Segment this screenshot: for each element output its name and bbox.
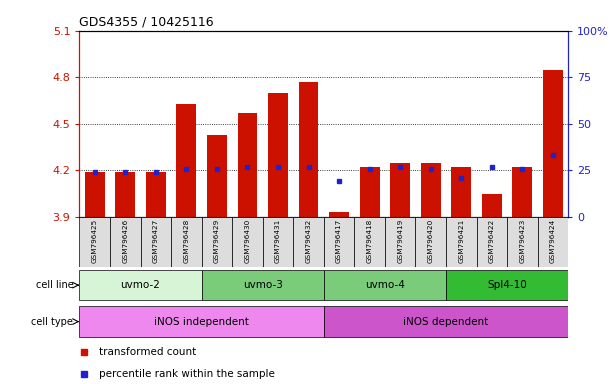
- Bar: [263, 217, 293, 267]
- Text: iNOS dependent: iNOS dependent: [403, 316, 489, 327]
- Text: GSM796422: GSM796422: [489, 219, 495, 263]
- Bar: [115, 172, 135, 217]
- Bar: [390, 163, 410, 217]
- Text: percentile rank within the sample: percentile rank within the sample: [99, 369, 275, 379]
- Text: cell line: cell line: [35, 280, 73, 290]
- Text: uvmo-2: uvmo-2: [120, 280, 161, 290]
- Bar: [446, 217, 477, 267]
- Bar: [299, 82, 318, 217]
- Bar: [482, 194, 502, 217]
- Text: GSM796417: GSM796417: [336, 219, 342, 263]
- Bar: [446, 270, 568, 300]
- Bar: [452, 167, 471, 217]
- Bar: [329, 212, 349, 217]
- Bar: [268, 93, 288, 217]
- Bar: [146, 172, 166, 217]
- Bar: [360, 167, 379, 217]
- Text: GSM796426: GSM796426: [122, 219, 128, 263]
- Bar: [202, 217, 232, 267]
- Text: GSM796425: GSM796425: [92, 219, 98, 263]
- Text: GSM796423: GSM796423: [519, 219, 525, 263]
- Bar: [385, 217, 415, 267]
- Bar: [507, 217, 538, 267]
- Text: GSM796427: GSM796427: [153, 219, 159, 263]
- Bar: [543, 70, 563, 217]
- Bar: [421, 163, 441, 217]
- Text: GSM796421: GSM796421: [458, 219, 464, 263]
- Bar: [79, 217, 110, 267]
- Bar: [415, 217, 446, 267]
- Text: iNOS independent: iNOS independent: [154, 316, 249, 327]
- Bar: [171, 217, 202, 267]
- Text: GSM796424: GSM796424: [550, 219, 556, 263]
- Bar: [79, 270, 202, 300]
- Bar: [202, 270, 324, 300]
- Bar: [238, 113, 257, 217]
- Bar: [207, 135, 227, 217]
- Text: GSM796420: GSM796420: [428, 219, 434, 263]
- Text: uvmo-4: uvmo-4: [365, 280, 405, 290]
- Bar: [354, 217, 385, 267]
- Text: GSM796430: GSM796430: [244, 219, 251, 263]
- Bar: [324, 270, 446, 300]
- Bar: [177, 104, 196, 217]
- Text: GSM796429: GSM796429: [214, 219, 220, 263]
- Text: GSM796419: GSM796419: [397, 219, 403, 263]
- Bar: [513, 167, 532, 217]
- Text: cell type: cell type: [31, 316, 73, 327]
- Text: GSM796432: GSM796432: [306, 219, 312, 263]
- Text: Spl4-10: Spl4-10: [487, 280, 527, 290]
- Text: GSM796418: GSM796418: [367, 219, 373, 263]
- Text: GDS4355 / 10425116: GDS4355 / 10425116: [79, 15, 214, 28]
- Bar: [141, 217, 171, 267]
- Text: transformed count: transformed count: [99, 347, 196, 357]
- Bar: [85, 172, 104, 217]
- Bar: [79, 306, 324, 337]
- Bar: [110, 217, 141, 267]
- Text: GSM796431: GSM796431: [275, 219, 281, 263]
- Bar: [324, 217, 354, 267]
- Bar: [538, 217, 568, 267]
- Text: uvmo-3: uvmo-3: [243, 280, 283, 290]
- Bar: [293, 217, 324, 267]
- Bar: [232, 217, 263, 267]
- Text: GSM796428: GSM796428: [183, 219, 189, 263]
- Bar: [324, 306, 568, 337]
- Bar: [477, 217, 507, 267]
